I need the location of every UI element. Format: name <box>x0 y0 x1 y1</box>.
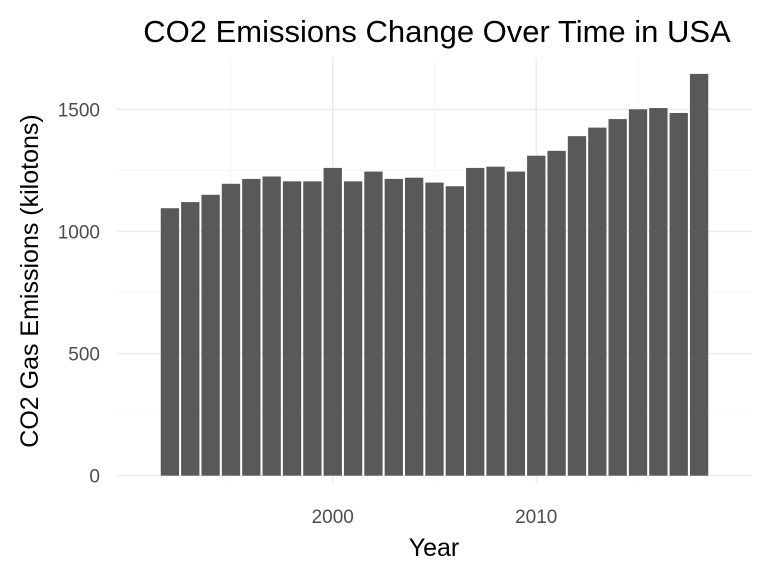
bar-2008 <box>486 166 505 476</box>
bar-2001 <box>343 181 363 476</box>
bar-1998 <box>282 181 302 476</box>
y-axis-tick-labels: 0 500 1000 1500 <box>58 100 100 487</box>
bar-2009 <box>506 171 526 476</box>
y-tick-label: 1000 <box>58 222 100 243</box>
bar-1996 <box>242 178 261 476</box>
bar-2003 <box>384 178 403 476</box>
bar-2010 <box>527 155 546 476</box>
bar-1992 <box>160 208 180 476</box>
bar-2012 <box>567 136 587 476</box>
bar-1995 <box>221 183 241 476</box>
bar-1993 <box>181 202 200 476</box>
x-tick-label: 2000 <box>312 507 354 528</box>
chart-title: CO2 Emissions Change Over Time in USA <box>143 14 731 49</box>
bar-2007 <box>466 167 485 476</box>
bar-1999 <box>303 181 322 476</box>
bar-2014 <box>608 119 627 476</box>
bar-1997 <box>262 176 281 476</box>
bar-2018 <box>689 73 709 476</box>
bar-2006 <box>445 186 465 476</box>
y-tick-label: 0 <box>89 467 100 488</box>
bar-2011 <box>547 150 566 476</box>
bar-2017 <box>669 112 688 476</box>
bar-2005 <box>425 182 444 476</box>
bar-2000 <box>323 167 342 476</box>
x-axis-tick-labels: 2000 2010 <box>312 507 558 528</box>
y-tick-label: 500 <box>68 345 100 366</box>
x-axis-title: Year <box>409 534 460 562</box>
y-tick-label: 1500 <box>58 100 100 121</box>
bar-1994 <box>201 194 220 476</box>
y-axis-title: CO2 Gas Emissions (kilotons) <box>16 114 44 447</box>
bar-2013 <box>588 127 607 476</box>
bar-2004 <box>404 177 424 476</box>
bar-2015 <box>628 109 648 476</box>
bar-2002 <box>364 171 383 476</box>
bars <box>160 73 709 476</box>
x-tick-label: 2010 <box>515 507 557 528</box>
bar-2016 <box>649 108 668 476</box>
